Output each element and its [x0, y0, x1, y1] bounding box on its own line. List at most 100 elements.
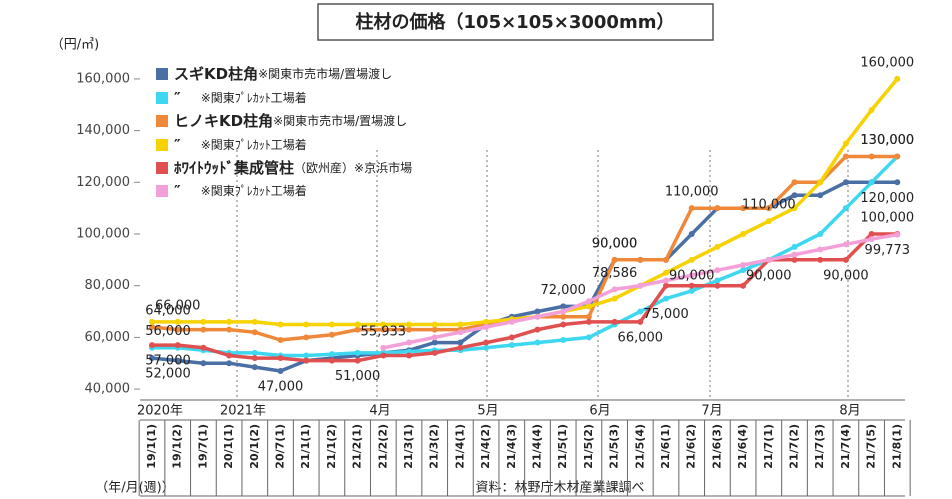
point — [483, 318, 490, 325]
legend-note: ※関東ﾌﾟﾚｶｯﾄ工場着 — [201, 183, 307, 198]
x-tick-label: 20/7(1) — [274, 424, 287, 469]
point — [894, 179, 901, 186]
point — [688, 256, 695, 263]
point — [560, 303, 567, 310]
point — [226, 360, 233, 367]
x-tick-label: 20/1(1) — [222, 424, 235, 469]
value-label: 66,000 — [618, 330, 664, 345]
value-label: 90,000 — [823, 268, 869, 283]
point — [663, 282, 669, 289]
point — [791, 243, 798, 250]
point — [560, 308, 567, 315]
point — [149, 342, 155, 349]
x-tick-label: 21/7(3) — [813, 424, 826, 469]
chart-title: 柱材の価格（105×105×3000mm） — [356, 11, 675, 33]
period-label: 4月 — [369, 404, 390, 419]
y-unit: （円/㎥) — [51, 38, 99, 53]
point — [842, 256, 849, 263]
period-label: 5月 — [477, 404, 498, 419]
point — [457, 339, 464, 346]
point — [457, 344, 464, 351]
y-tick-label: 140,000 — [76, 123, 130, 138]
point — [149, 318, 155, 325]
source: 資料：林野庁木材産業課調べ — [475, 480, 644, 496]
point — [585, 318, 592, 325]
point — [328, 331, 335, 338]
point — [431, 326, 438, 333]
point — [508, 342, 515, 349]
point — [868, 231, 875, 237]
point — [714, 277, 721, 284]
point — [251, 318, 258, 325]
value-label: 78,586 — [592, 266, 638, 281]
legend-swatch — [156, 185, 168, 197]
point — [637, 282, 644, 289]
y-tick-label: 120,000 — [76, 175, 130, 190]
legend-note: ※関東市売市場/置場渡し — [273, 113, 407, 128]
title-box — [317, 3, 714, 41]
point — [714, 282, 721, 289]
legend-note: ※関東ﾌﾟﾚｶｯﾄ工場着 — [201, 90, 307, 105]
value-label: 51,000 — [335, 369, 381, 384]
point — [200, 344, 207, 351]
point — [303, 321, 310, 328]
x-unit: （年/月(週)） — [95, 481, 175, 496]
x-tick-label: 21/5(2) — [582, 424, 595, 469]
point — [663, 277, 669, 284]
legend-name: スギKD柱角 — [174, 65, 258, 83]
point — [328, 357, 335, 364]
point — [534, 339, 541, 346]
x-tick-label: 21/7(4) — [839, 424, 852, 469]
point — [200, 318, 207, 325]
value-label: 56,000 — [145, 324, 191, 339]
point — [688, 205, 695, 212]
point — [585, 298, 592, 305]
point — [740, 262, 747, 269]
point — [714, 205, 721, 212]
point — [740, 231, 747, 237]
point — [637, 308, 644, 315]
point — [431, 321, 438, 328]
x-tick-label: 21/6(3) — [710, 424, 723, 469]
value-label: 64,000 — [145, 304, 191, 319]
point — [251, 364, 258, 371]
point — [149, 355, 155, 362]
value-label: 99,773 — [865, 243, 911, 258]
point — [380, 344, 387, 351]
value-label: 66,000 — [155, 298, 201, 313]
point — [303, 352, 310, 359]
x-tick-label: 21/7(5) — [865, 424, 878, 469]
point — [688, 287, 695, 294]
legend-label: ヒノキKD柱角※関東市売市場/置場渡し — [174, 112, 407, 130]
point — [611, 295, 618, 302]
point — [611, 256, 618, 263]
point — [457, 329, 464, 336]
point — [765, 205, 772, 212]
point — [226, 352, 233, 359]
x-tick-label: 20/1(2) — [248, 424, 261, 469]
point — [791, 179, 798, 186]
point — [560, 321, 567, 328]
point — [611, 318, 618, 325]
x-tick-label: 21/5(4) — [633, 424, 646, 469]
point — [431, 339, 438, 346]
point — [406, 321, 412, 328]
y-tick-label: 60,000 — [85, 330, 131, 345]
point — [406, 326, 412, 333]
point — [508, 318, 515, 325]
period-label: 2020年 — [137, 404, 183, 419]
point — [534, 313, 541, 320]
x-tick-label: 19/7(1) — [196, 424, 209, 469]
y-tick-label: 160,000 — [76, 71, 130, 86]
point — [842, 241, 849, 248]
point — [277, 355, 284, 362]
legend-note: ※関東ﾌﾟﾚｶｯﾄ工場着 — [201, 137, 307, 152]
point — [174, 318, 181, 325]
x-tick-label: 21/5(3) — [608, 424, 621, 469]
value-label: 110,000 — [742, 198, 796, 213]
period-label: 2021年 — [220, 404, 266, 419]
legend-note: ※関東市売市場/置場渡し — [258, 66, 392, 81]
point — [457, 321, 464, 328]
point — [740, 205, 747, 212]
